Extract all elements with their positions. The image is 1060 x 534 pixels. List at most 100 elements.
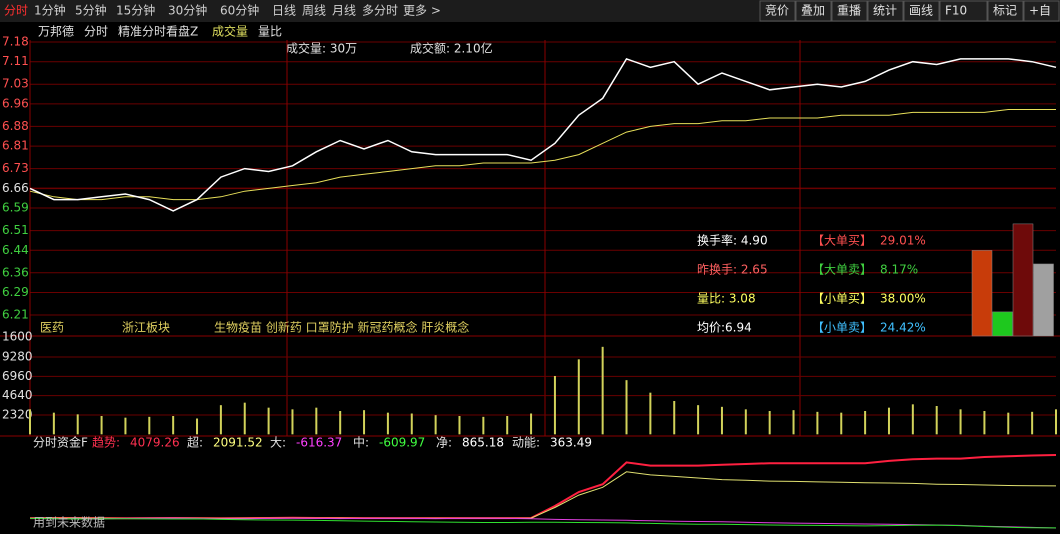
price-tick-label: 6.81 bbox=[2, 139, 29, 153]
toolbar-tab[interactable]: 多分时 bbox=[362, 4, 398, 18]
volume-bar bbox=[840, 412, 843, 435]
fund-value: 4079.26 bbox=[130, 436, 180, 450]
toolbar-button[interactable]: 标记 bbox=[993, 4, 1017, 18]
volume-bar bbox=[219, 405, 222, 435]
volume-bar bbox=[410, 413, 413, 435]
volume-bar bbox=[434, 415, 437, 435]
volume-bar bbox=[744, 409, 747, 435]
volume-bar bbox=[649, 392, 652, 435]
toolbar-button[interactable]: +自 bbox=[1029, 4, 1051, 18]
toolbar-tab[interactable]: 日线 bbox=[272, 4, 296, 18]
price-tick-label: 6.29 bbox=[2, 285, 29, 299]
toolbar-button[interactable]: 重播 bbox=[837, 4, 861, 18]
flow-value: 8.17% bbox=[880, 263, 918, 277]
flow-bar bbox=[971, 250, 993, 337]
volume-bar bbox=[864, 411, 867, 435]
fund-label: 超: bbox=[187, 435, 203, 450]
header-item: 分时 bbox=[84, 25, 108, 39]
price-tick-label: 6.96 bbox=[2, 96, 29, 110]
fund-value: 2091.52 bbox=[213, 436, 263, 450]
toolbar-tab[interactable]: 5分钟 bbox=[75, 3, 107, 18]
toolbar-button[interactable]: 竞价 bbox=[765, 4, 789, 18]
fund-line bbox=[29, 454, 1057, 520]
fund-label: 动能: bbox=[512, 436, 540, 450]
toolbar-button-frame bbox=[795, 0, 832, 22]
price-tick-label: 6.36 bbox=[2, 265, 29, 279]
volume-top-label: 1600 bbox=[2, 330, 33, 344]
volume-bar bbox=[1031, 411, 1034, 435]
average-line bbox=[29, 109, 1056, 201]
volume-bar bbox=[172, 416, 175, 435]
volume-bar bbox=[983, 411, 986, 435]
toolbar-button-frame bbox=[867, 0, 904, 22]
volume-bar bbox=[458, 416, 461, 435]
volume-bar bbox=[267, 407, 270, 435]
fund-value: -616.37 bbox=[296, 436, 342, 450]
volume-tick-label: 9280 bbox=[2, 350, 33, 364]
header-item: 精准分时看盘Z bbox=[118, 24, 198, 39]
toolbar-button[interactable]: 画线 bbox=[909, 4, 933, 18]
volume-bar bbox=[887, 407, 890, 435]
volume-bar bbox=[100, 416, 103, 435]
volume-bar bbox=[1055, 409, 1057, 435]
volume-bar bbox=[959, 409, 962, 435]
volume-bar bbox=[792, 410, 795, 435]
volume-bar bbox=[720, 406, 723, 435]
toolbar-button[interactable]: 统计 bbox=[873, 4, 897, 18]
toolbar-tab[interactable]: 分时 bbox=[4, 4, 28, 18]
volume-bar bbox=[339, 411, 342, 435]
toolbar-button[interactable]: F10 bbox=[945, 4, 967, 18]
fund-value: -609.97 bbox=[379, 436, 425, 450]
volume-bar bbox=[673, 401, 676, 435]
volume-bar bbox=[386, 412, 389, 435]
toolbar-tab[interactable]: 15分钟 bbox=[116, 3, 155, 18]
volume-bar bbox=[315, 407, 318, 435]
toolbar-tab[interactable]: 月线 bbox=[332, 4, 356, 18]
price-tick-label: 6.88 bbox=[2, 119, 29, 133]
volume-bar bbox=[76, 414, 79, 435]
toolbar-button-frame bbox=[939, 0, 988, 22]
toolbar-button-frame bbox=[987, 0, 1024, 22]
volume-bar bbox=[124, 417, 127, 435]
volume-bar bbox=[52, 412, 55, 435]
flow-value: 38.00% bbox=[880, 292, 926, 306]
volume-bar bbox=[816, 411, 819, 435]
volume-bar bbox=[530, 413, 533, 435]
volume-tick-label: 6960 bbox=[2, 369, 33, 383]
toolbar-tab[interactable]: 更多 > bbox=[403, 4, 441, 18]
volume-bar bbox=[29, 409, 31, 435]
fund-note: 用到未来数据 bbox=[33, 515, 105, 530]
header-amount: 成交额: 2.10亿 bbox=[410, 41, 493, 56]
toolbar-tab[interactable]: 1分钟 bbox=[34, 3, 66, 18]
toolbar-button-frame bbox=[759, 0, 796, 22]
header-item: 万邦德 bbox=[38, 24, 74, 39]
volume-bar bbox=[148, 416, 151, 435]
toolbar-button-frame bbox=[1023, 0, 1060, 22]
sector-tag: 医药 bbox=[40, 321, 64, 335]
price-tick-label: 6.73 bbox=[2, 161, 29, 175]
volume-bar bbox=[577, 359, 580, 435]
price-tick-label: 7.11 bbox=[2, 54, 29, 68]
fund-title: 分时资金F bbox=[33, 435, 88, 450]
header-item: 成交量 bbox=[212, 24, 248, 39]
price-line bbox=[29, 57, 1057, 212]
flow-name: 【小单卖】 bbox=[812, 321, 872, 335]
fund-line bbox=[29, 517, 1057, 529]
flow-value: 29.01% bbox=[880, 234, 926, 248]
sector-tag: 浙江板块 bbox=[122, 321, 170, 335]
volume-tick-label: 4640 bbox=[2, 388, 33, 402]
volume-bar bbox=[625, 380, 628, 435]
toolbar-tab[interactable]: 30分钟 bbox=[168, 3, 207, 18]
volume-bar bbox=[553, 376, 556, 435]
volume-tick-label: 2320 bbox=[2, 408, 33, 422]
price-tick-label: 7.18 bbox=[2, 35, 29, 49]
volume-bar bbox=[1007, 412, 1010, 435]
volume-bar bbox=[243, 402, 246, 435]
toolbar-tab[interactable]: 周线 bbox=[302, 4, 326, 18]
toolbar-tab[interactable]: 60分钟 bbox=[220, 3, 259, 18]
toolbar-button[interactable]: 叠加 bbox=[801, 4, 825, 18]
stat: 量比: 3.08 bbox=[697, 292, 756, 306]
fund-label: 净: bbox=[436, 436, 452, 450]
